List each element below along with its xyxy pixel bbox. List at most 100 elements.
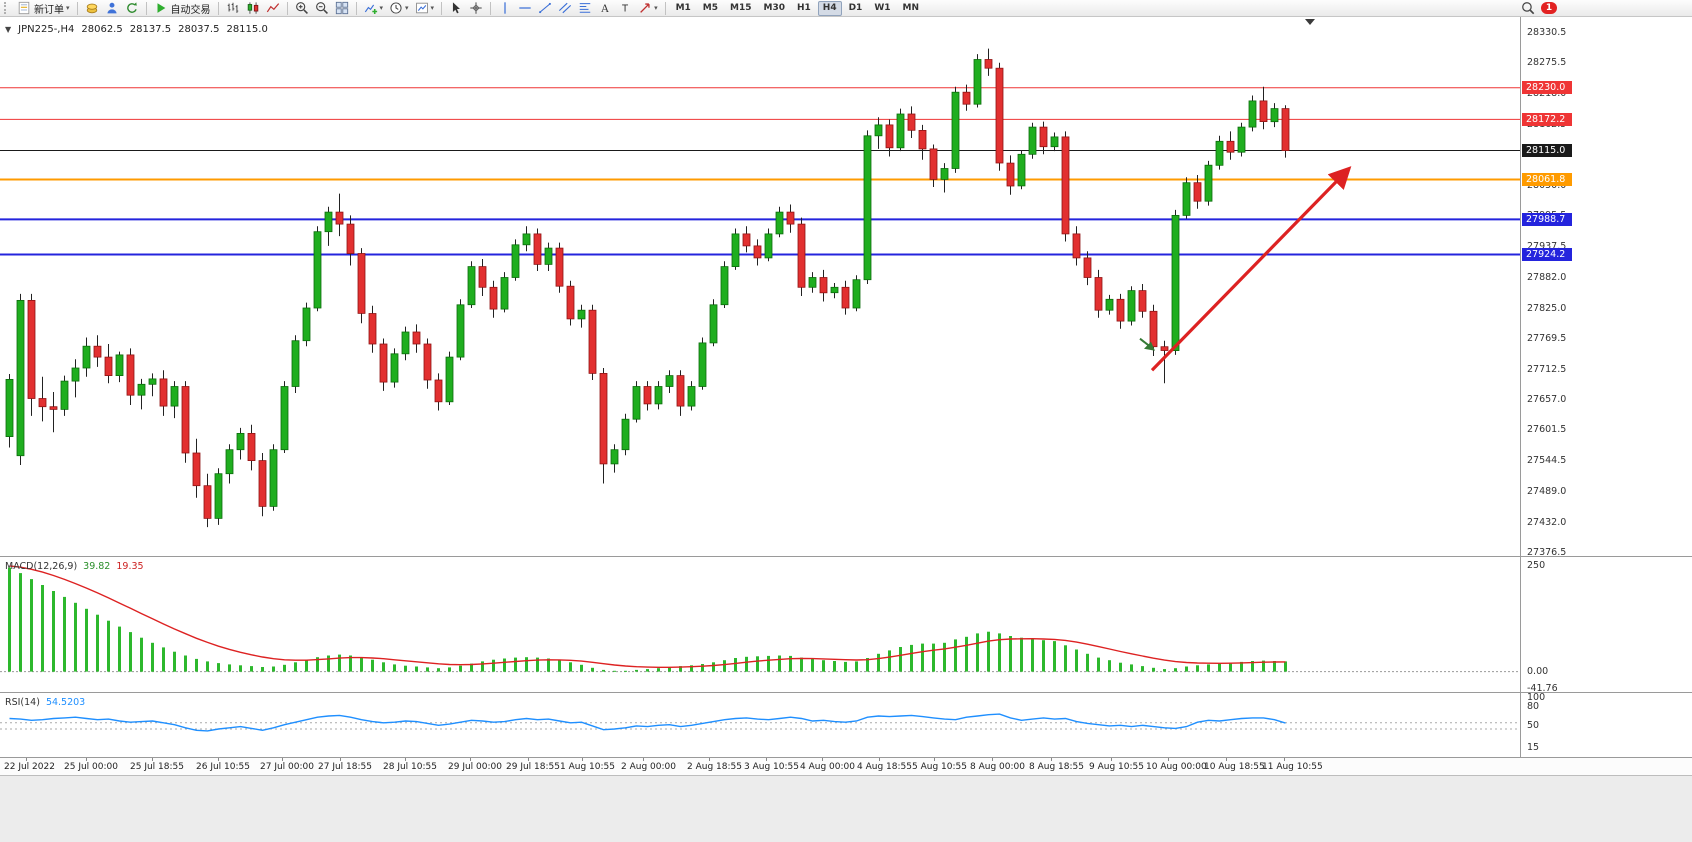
rsi-name: RSI(14) [5,697,40,708]
timeframe-m15-button[interactable]: M15 [730,2,752,13]
one-click-collapse-icon[interactable]: ▼ [5,25,12,34]
timeframe-d1-button[interactable]: D1 [848,2,863,13]
trendline-button[interactable] [536,1,554,16]
deposit-icon [86,3,97,14]
profile-button[interactable] [103,1,121,16]
periods-button[interactable]: ▾ [387,1,411,16]
candlestick-chart-button[interactable] [244,1,262,16]
toolbar-grip[interactable] [4,2,10,14]
zoom-in-button[interactable] [293,1,311,16]
svg-text:T: T [621,4,628,15]
chevron-down-icon: ▾ [405,4,409,12]
macd-tick: -41.76 [1527,683,1558,692]
ohlc-low: 28037.5 [178,24,220,35]
toolbar-separator [355,1,357,15]
timeframe-m1-button[interactable]: M1 [675,2,691,13]
time-tick [1284,758,1285,761]
price-level-badge: 28172.2 [1522,112,1572,126]
deposit-button[interactable] [83,1,101,16]
chevron-down-icon: ▾ [654,4,658,12]
clock-icon [390,2,402,14]
time-label: 27 Jul 18:55 [318,762,372,772]
horizontal-line-button[interactable] [516,1,534,16]
crosshair-button[interactable] [467,1,485,16]
timeframe-m5-button[interactable]: M5 [702,2,719,13]
time-label: 4 Aug 18:55 [857,762,912,772]
fibonacci-button[interactable] [576,1,594,16]
macd-name: MACD(12,26,9) [5,561,78,572]
toolbar-separator [286,1,288,15]
zoom-out-button[interactable] [313,1,331,16]
time-tick [1168,758,1169,761]
time-label: 25 Jul 18:55 [130,762,184,772]
indicators-button[interactable]: ▾ [362,1,386,16]
rsi-scale[interactable]: 100 80 50 15 [1520,692,1692,757]
refresh-button[interactable] [123,1,141,16]
arrows-button[interactable]: ▾ [636,1,660,16]
time-tick [218,758,219,761]
price-level-badge: 27988.7 [1522,212,1572,226]
line-chart-icon [266,3,279,13]
macd-pane[interactable]: MACD(12,26,9) 39.82 19.35 [0,556,1520,692]
time-tick [528,758,529,761]
notifications-button[interactable]: 1 [1539,1,1559,16]
templates-button[interactable]: ▾ [413,1,437,16]
price-scale[interactable]: 28330.528275.528218.028162.528107.028050… [1520,17,1692,556]
chevron-down-icon: ▾ [66,4,70,12]
candlestick-icon [247,2,258,14]
trend-arrow[interactable] [1150,166,1352,372]
time-label: 8 Aug 18:55 [1029,762,1084,772]
rsi-tick: 80 [1527,701,1540,713]
time-label: 26 Jul 10:55 [196,762,250,772]
timeframe-h1-button[interactable]: H1 [796,2,811,13]
time-tick [766,758,767,761]
time-tick [405,758,406,761]
time-label: 10 Aug 18:55 [1204,762,1265,772]
new-order-icon [18,1,30,15]
rsi-pane[interactable]: RSI(14) 54.5203 [0,692,1520,757]
tile-windows-button[interactable] [333,1,351,16]
vline-icon [504,2,506,14]
timeframe-m30-button[interactable]: M30 [763,2,785,13]
time-tick [643,758,644,761]
rsi-chart[interactable] [0,693,1520,757]
green-arrow-marker[interactable] [1144,341,1155,351]
vertical-line-button[interactable] [496,1,514,16]
new-order-button[interactable]: 新订单 ▾ [15,1,72,16]
search-button[interactable] [1519,1,1537,16]
timeframe-w1-button[interactable]: W1 [874,2,891,13]
time-label: 28 Jul 10:55 [383,762,437,772]
ohlc-open: 28062.5 [81,24,123,35]
label-button[interactable]: T [616,1,634,16]
chart-shift-marker[interactable] [1305,19,1315,25]
price-tick: 27657.0 [1527,394,1567,406]
autotrade-button[interactable]: 自动交易 [152,1,213,16]
timeframe-h4-button[interactable]: H4 [817,0,842,16]
price-tick: 27432.0 [1527,516,1567,528]
candlestick-chart[interactable] [0,17,1520,556]
cursor-button[interactable] [447,1,465,16]
macd-scale[interactable]: 250 0.00 -41.76 [1520,556,1692,692]
toolbar-separator [441,1,443,15]
price-pane[interactable]: ▼ JPN225-,H4 28062.5 28137.5 28037.5 281… [0,17,1520,556]
time-label: 27 Jul 00:00 [260,762,314,772]
text-button[interactable]: A [596,1,614,16]
time-label: 4 Aug 00:00 [800,762,855,772]
macd-tick: 0.00 [1527,665,1549,677]
line-chart-button[interactable] [264,1,282,16]
time-label: 1 Aug 10:55 [560,762,615,772]
time-label: 22 Jul 2022 [4,762,55,772]
timeframe-mn-button[interactable]: MN [902,2,920,13]
time-tick [282,758,283,761]
rsi-value: 54.5203 [45,697,86,708]
macd-chart[interactable] [0,557,1520,692]
macd-tick: 250 [1527,559,1546,571]
price-tick: 27601.5 [1527,424,1567,436]
price-level-badge: 27924.2 [1522,248,1572,261]
time-axis[interactable]: 22 Jul 2022 25 Jul 00:00 25 Jul 18:55 26 Ju… [0,757,1692,775]
equidistant-channel-button[interactable] [556,1,574,16]
time-tick [152,758,153,761]
notification-badge: 1 [1541,2,1557,14]
time-label: 29 Jul 00:00 [448,762,502,772]
bar-chart-button[interactable] [224,1,242,16]
